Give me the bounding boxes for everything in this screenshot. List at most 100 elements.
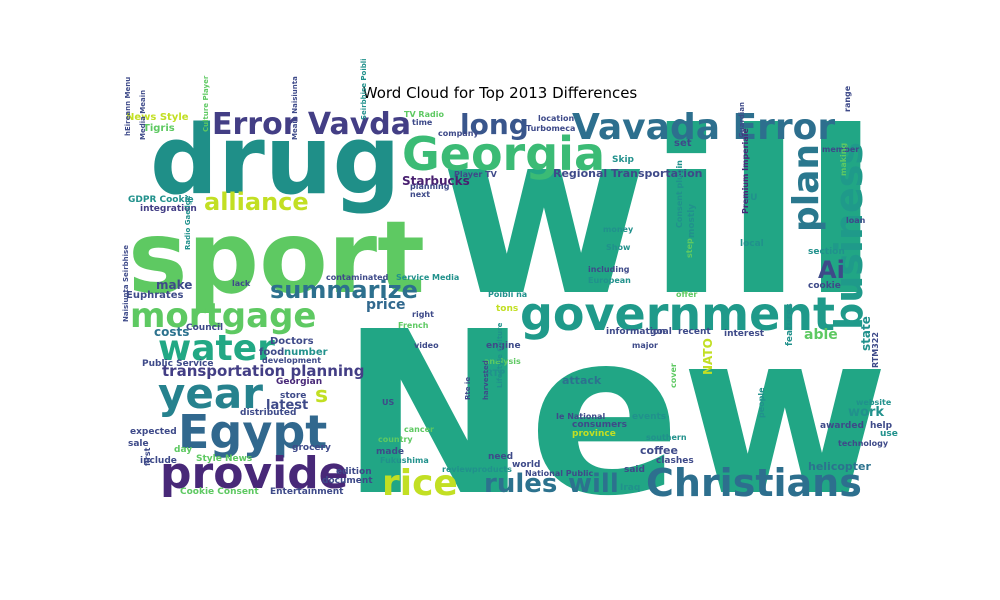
word-style-news: Style News — [196, 454, 252, 464]
word-gdpr-cookie: GDPR Cookie — [128, 195, 194, 205]
word-service-media: Service Media — [396, 273, 459, 282]
word-harvested: harvested — [482, 360, 490, 400]
word-long: long — [460, 108, 529, 141]
word-drug: drug — [150, 106, 401, 216]
word-website: website — [856, 398, 892, 407]
word-integration: integration — [140, 204, 197, 214]
word-plan: plan — [786, 144, 827, 232]
word-business: business — [827, 142, 871, 330]
word-player-tv: Player TV — [454, 170, 498, 179]
word-nato: NATO — [701, 338, 715, 375]
word-rules: rules — [484, 469, 557, 499]
word-food: food — [259, 347, 284, 358]
word-poibli-na: Poibli na — [488, 290, 527, 299]
word-planning: planning — [410, 182, 450, 191]
word-cookie: cookie — [808, 281, 841, 291]
word-step: step — [685, 238, 694, 258]
word-company: company — [438, 129, 479, 138]
word-engine: engine — [486, 341, 521, 351]
word-provide: provide — [160, 448, 349, 499]
word-video: video — [414, 341, 439, 350]
word-show: Show — [606, 243, 631, 252]
word-costs: costs — [154, 325, 189, 339]
word-contaminated: contaminated — [326, 273, 389, 282]
word-media-meain: Media Meain — [139, 90, 147, 140]
word-mortgage: mortgage — [130, 296, 317, 336]
word-information: information — [606, 327, 665, 337]
word-latest: latest — [266, 398, 308, 413]
word-offer: offer — [676, 290, 697, 299]
word-georgia: Georgia — [402, 127, 605, 181]
word-regional-transportation: Regional Transportation — [553, 167, 702, 180]
word-including: including — [588, 265, 630, 274]
word-coffee: coffee — [640, 444, 678, 457]
word-development: development — [262, 356, 321, 365]
word-made: made — [376, 447, 404, 457]
word-cancer: cancer — [404, 425, 434, 434]
word-euphrates: Euphrates — [126, 290, 183, 301]
word-s: s — [315, 383, 328, 408]
word-european: European — [588, 276, 631, 285]
word-council: Council — [186, 323, 223, 333]
word-tigris: Tigris — [143, 123, 175, 134]
word-making: making — [839, 143, 848, 176]
word-attack: attack — [562, 374, 602, 387]
word-transportation-planning: transportation planning — [162, 362, 364, 380]
word-store: store — [280, 391, 306, 401]
word-day: day — [174, 445, 192, 455]
word-doctors: Doctors — [270, 336, 314, 347]
word-seirbhise-poibli: Seirbhise Poibli — [360, 58, 368, 120]
word-iraq: Iraq — [620, 483, 640, 493]
word-help: help — [870, 421, 893, 431]
word-right: right — [412, 310, 434, 319]
word-province: province — [572, 429, 616, 439]
word-government: government — [520, 287, 835, 341]
word-guardian: Guardian — [738, 102, 746, 138]
word-member: member — [822, 145, 859, 154]
word-skip: Skip — [612, 155, 635, 165]
word-egypt: Egypt — [178, 405, 327, 459]
word-rice: rice — [382, 463, 458, 504]
word-consent-plugin: Consent plugin — [675, 160, 684, 228]
word-us: US — [382, 398, 394, 407]
word-edition: edition — [336, 467, 372, 477]
word-mostly: mostly — [687, 204, 697, 238]
word-helicopter: helicopter — [808, 460, 872, 473]
word-features: features — [785, 303, 795, 346]
word-include: include — [140, 456, 177, 466]
word-analysis: analysis — [484, 357, 521, 366]
word-range: range — [843, 85, 852, 112]
word-georgian: Georgian — [276, 377, 322, 387]
word-tv-radio: TV Radio — [404, 110, 444, 119]
word-turbomeca: Turbomeca — [526, 124, 575, 133]
word-review: review — [442, 465, 473, 474]
word-set: set — [674, 138, 692, 149]
word-error-vavda: Error Vavda — [212, 107, 411, 142]
word-cookie-consent: Cookie Consent — [180, 487, 259, 497]
word-number: number — [284, 347, 328, 358]
word-expected: expected — [130, 427, 177, 437]
word-french: French — [398, 321, 429, 330]
word-will: will — [568, 469, 619, 499]
word-culture-player: Culture Player — [202, 75, 210, 132]
word-lack: lack — [232, 279, 251, 288]
word-southern: southern — [646, 433, 687, 442]
word-major: major — [632, 341, 658, 350]
word-time: time — [412, 118, 433, 127]
word-ie-national: Ie National — [556, 412, 605, 421]
word-year: year — [158, 369, 263, 418]
word-lifestyle-culture: Lifestyle Culture — [496, 322, 504, 388]
word-news-style: News Style — [126, 112, 189, 123]
word-vavada-error: Vavada Error — [572, 107, 835, 148]
word-water: water — [158, 328, 275, 369]
word-document: document — [322, 476, 373, 486]
word-loan: loan — [846, 216, 866, 225]
chart-title: Word Cloud for Top 2013 Differences — [362, 84, 638, 102]
word-rtm322: RTM322 — [871, 332, 880, 368]
word-radio-gaeilge: Radio Gaeilge — [184, 195, 192, 250]
word-sport: sport — [128, 199, 425, 316]
word-recent: recent — [678, 327, 711, 337]
word-national-public: National Public — [525, 469, 594, 478]
word-cover: cover — [669, 363, 678, 388]
